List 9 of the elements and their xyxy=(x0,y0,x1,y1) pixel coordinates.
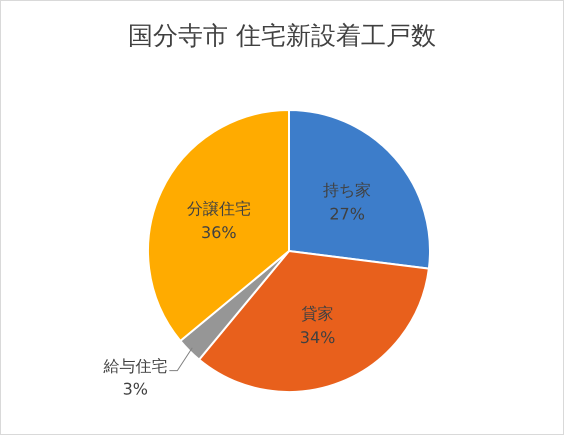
slice-label: 分譲住宅 xyxy=(186,198,251,218)
data-label: 3% xyxy=(122,380,148,399)
data-label: 36% xyxy=(201,222,237,242)
chart-title: 国分寺市 住宅新設着工戸数 xyxy=(127,20,437,52)
data-label: 34% xyxy=(300,328,336,348)
slice-label: 持ち家 xyxy=(323,180,372,200)
slice-label: 貸家 xyxy=(302,304,334,324)
slice-label: 給与住宅 xyxy=(102,356,168,376)
data-label: 27% xyxy=(329,204,365,224)
